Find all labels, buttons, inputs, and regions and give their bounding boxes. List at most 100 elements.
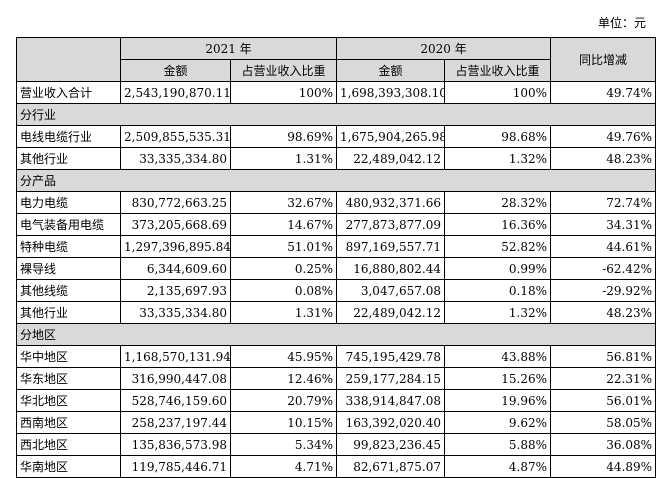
header-share-2020: 占营业收入比重 [444,59,552,82]
header-amount-2020: 金额 [336,59,446,82]
share-2021: 0.25% [229,257,338,280]
row-label: 华东地区 [16,367,121,390]
table-row: 华东地区 316,990,447.08 12.46% 259,177,284.15 15… [16,367,657,390]
yoy: -62.42% [550,257,657,280]
yoy: 36.08% [550,433,657,456]
amount-2020: 480,932,371.66 [336,191,446,214]
table-row: 电气装备用电缆 373,205,668.69 14.67% 277,873,877.0… [16,213,657,236]
table-row: 电线电缆行业 2,509,855,535.31 98.69% 1,675,904,26… [16,125,657,148]
share-2021: 0.08% [229,279,338,302]
section-row-industry: 分行业 [15,103,657,126]
amount-2020: 22,489,042.12 [336,147,446,170]
amount-2021: 373,205,668.69 [120,213,231,236]
section-row-product: 分产品 [15,169,657,192]
amount-2021: 258,237,197.44 [120,411,231,434]
row-label: 其他行业 [16,301,121,324]
share-2020: 43.88% [444,345,552,368]
amount-2021: 33,335,334.80 [120,147,231,170]
table-row: 华北地区 528,746,159.60 20.79% 338,914,847.08 19… [16,389,657,412]
yoy: 44.61% [550,235,657,258]
share-2020: 0.99% [444,257,552,280]
header-blank-cell [16,37,121,82]
yoy: 49.76% [550,125,657,148]
total-share-2021: 100% [229,81,338,104]
share-2020: 1.32% [444,301,552,324]
amount-2020: 745,195,429.78 [336,345,446,368]
row-label: 华北地区 [16,389,121,412]
header-year-2020: 2020 年 [336,37,552,60]
share-2020: 9.62% [444,411,552,434]
yoy: 34.31% [550,213,657,236]
table-row: 西南地区 258,237,197.44 10.15% 163,392,020.40 9.… [16,411,657,434]
amount-2021: 33,335,334.80 [120,301,231,324]
revenue-table: 2021 年 2020 年 同比增减 金额 占营业收入比重 金额 占营业收入比重… [15,37,657,478]
total-label: 营业收入合计 [16,81,121,104]
amount-2020: 3,047,657.08 [336,279,446,302]
unit-label: 单位：元 [597,16,646,30]
section-row-region: 分地区 [15,323,657,346]
amount-2021: 316,990,447.08 [120,367,231,390]
share-2021: 1.31% [229,147,338,170]
yoy: 56.81% [550,345,657,368]
share-2020: 19.96% [444,389,552,412]
table-row: 西北地区 135,836,573.98 5.34% 99,823,236.45 5.88… [16,433,657,456]
header-year-2021: 2021 年 [119,37,338,60]
share-2020: 1.32% [444,147,552,170]
yoy: 72.74% [550,191,657,214]
table-row: 裸导线 6,344,609.60 0.25% 16,880,802.44 0.99% -6… [16,257,657,280]
share-2021: 10.15% [229,411,338,434]
share-2020: 98.68% [444,125,552,148]
share-2021: 4.71% [229,455,338,478]
row-label: 其他线缆 [16,279,121,302]
share-2020: 28.32% [444,191,552,214]
total-amount-2020: 1,698,393,308.10 [336,81,446,104]
header-amount-2021: 金额 [120,59,231,82]
total-row: 营业收入合计 2,543,190,870.11 100% 1,698,393,3… [16,81,657,104]
amount-2021: 2,135,697.93 [120,279,231,302]
amount-2021: 1,297,396,895.84 [120,235,231,258]
amount-2020: 277,873,877.09 [336,213,446,236]
share-2020: 52.82% [444,235,552,258]
table-row: 其他线缆 2,135,697.93 0.08% 3,047,657.08 0.18% -2… [16,279,657,302]
table-row: 其他行业 33,335,334.80 1.31% 22,489,042.12 1.32%… [16,301,657,324]
section-title-product: 分产品 [15,169,657,192]
total-share-2020: 100% [444,81,552,104]
share-2020: 5.88% [444,433,552,456]
yoy: -29.92% [550,279,657,302]
yoy: 48.23% [550,301,657,324]
amount-2020: 16,880,802.44 [336,257,446,280]
row-label: 其他行业 [16,147,121,170]
amount-2020: 99,823,236.45 [336,433,446,456]
share-2021: 32.67% [229,191,338,214]
total-yoy: 49.74% [550,81,657,104]
yoy: 56.01% [550,389,657,412]
share-2020: 4.87% [444,455,552,478]
header-row-columns: 金额 占营业收入比重 金额 占营业收入比重 [17,59,656,82]
table-row: 华中地区 1,168,570,131.94 45.95% 745,195,429.78… [16,345,657,368]
amount-2021: 135,836,573.98 [120,433,231,456]
row-label: 华中地区 [16,345,121,368]
amount-2020: 338,914,847.08 [336,389,446,412]
header-row-years: 2021 年 2020 年 同比增减 [16,37,657,82]
share-2021: 98.69% [229,125,338,148]
amount-2021: 6,344,609.60 [120,257,231,280]
amount-2020: 259,177,284.15 [336,367,446,390]
header-share-2021: 占营业收入比重 [229,59,338,82]
section-title-region: 分地区 [15,323,657,346]
yoy: 48.23% [550,147,657,170]
share-2020: 0.18% [444,279,552,302]
row-label: 华南地区 [16,455,121,478]
amount-2020: 897,169,557.71 [336,235,446,258]
share-2020: 16.36% [444,213,552,236]
row-label: 电线电缆行业 [16,125,121,148]
share-2021: 14.67% [229,213,338,236]
row-label: 特种电缆 [16,235,121,258]
amount-2021: 830,772,663.25 [120,191,231,214]
row-label: 西北地区 [16,433,121,456]
share-2021: 51.01% [229,235,338,258]
share-2021: 45.95% [229,345,338,368]
row-label: 电力电缆 [16,191,121,214]
row-label: 西南地区 [16,411,121,434]
table-row: 其他行业 33,335,334.80 1.31% 22,489,042.12 1.32%… [16,147,657,170]
amount-2021: 1,168,570,131.94 [120,345,231,368]
